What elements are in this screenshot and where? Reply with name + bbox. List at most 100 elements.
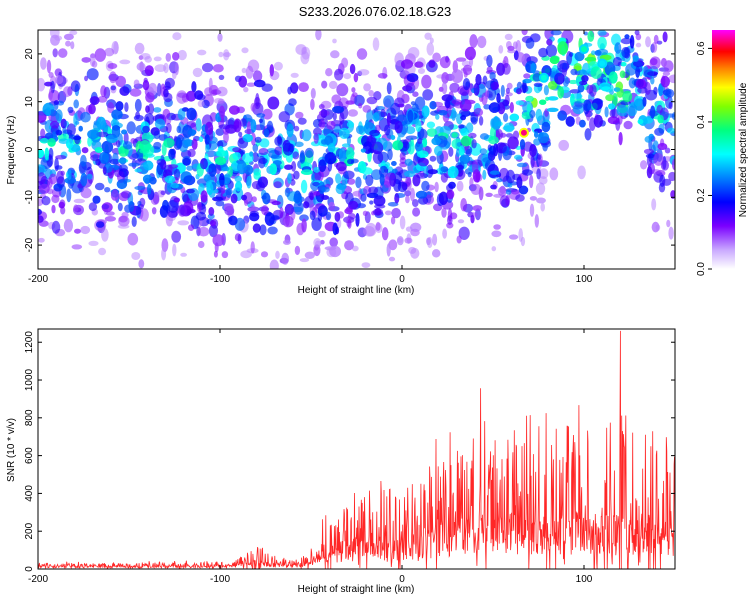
spectrogram-cell [204, 134, 210, 145]
spectrogram-cell [372, 37, 380, 51]
spectrogram-cell [392, 140, 404, 151]
spectrogram-cell [161, 247, 167, 261]
spectrogram-cell [341, 57, 349, 68]
spectrogram-cell [48, 87, 54, 100]
spectrogram-cell [234, 233, 241, 242]
spectrogram-cell [53, 100, 60, 105]
spectrogram-cell [273, 61, 283, 71]
spectrogram-cell [283, 239, 291, 245]
spectrogram-cell [343, 73, 352, 80]
spectrogram-cell [49, 173, 57, 185]
spectrogram-cell [194, 90, 204, 100]
spectrogram-cell [668, 171, 675, 182]
spectrogram-cell [579, 80, 588, 86]
spectrogram-cell [371, 141, 384, 155]
spectrogram-cell [571, 101, 584, 110]
spectrogram-cell [55, 109, 63, 122]
spectrogram-cell [549, 56, 560, 65]
colorbar-label: Normalized spectral amplitude [738, 82, 749, 217]
spectrogram-cell [88, 202, 98, 212]
spectrogram-cell [263, 128, 270, 138]
spectrogram-cell [412, 207, 421, 217]
spectrogram-cell [391, 207, 401, 219]
spectrogram-cell [291, 161, 297, 172]
spectrogram-cell [249, 151, 254, 157]
spectrogram-cell [131, 216, 137, 227]
spectrogram-cell [503, 113, 509, 122]
spectrogram-cell [504, 33, 513, 41]
spectrogram-cell [130, 138, 136, 144]
spectrogram-cell [134, 185, 146, 191]
spectrogram-y-tick-label: 10 [24, 96, 35, 108]
snr-frame [37, 328, 676, 570]
spectrogram-cell [222, 166, 230, 172]
spectrogram-cell [282, 215, 294, 228]
spectrogram-cell [228, 215, 238, 226]
spectrogram-cell [445, 100, 451, 109]
spectrogram-cell [165, 122, 172, 134]
spectrogram-cell [276, 135, 282, 145]
spectrogram-y-label: Frequency (Hz) [6, 116, 17, 185]
spectrogram-cell [661, 178, 672, 186]
spectrogram-cell [67, 106, 74, 114]
spectrogram-cell [458, 124, 465, 129]
spectrogram-cell [225, 124, 237, 134]
spectrogram-cell [451, 107, 457, 121]
spectrogram-cell [404, 190, 412, 197]
spectrogram-cell [391, 161, 397, 166]
snr-y-tick-label: 600 [24, 447, 35, 464]
spectrogram-cell [635, 65, 640, 78]
spectrogram-cell [338, 127, 350, 139]
spectrogram-cell [65, 40, 71, 47]
spectrogram-cell [499, 185, 506, 194]
snr-y-tick-label: 0 [24, 566, 35, 572]
snr-y-tick-label: 200 [24, 522, 35, 539]
spectrogram-cell [163, 137, 175, 148]
spectrogram-cell [234, 175, 242, 183]
spectrogram-cell [405, 135, 418, 140]
spectrogram-x-ticks: -200 -100 0 100 [28, 30, 593, 285]
spectrogram-cell [345, 100, 355, 105]
spectrogram-cell [244, 199, 248, 207]
spectrogram-cell [293, 125, 300, 132]
spectrogram-cell [252, 143, 259, 153]
spectrogram-cell [219, 105, 225, 119]
spectrogram-cell [657, 143, 668, 150]
spectrogram-cell [286, 123, 294, 138]
spectrogram-cell [63, 218, 73, 233]
spectrogram-cell [188, 129, 197, 135]
spectrogram-cell [554, 72, 565, 85]
spectrogram-cell [346, 121, 355, 128]
spectrogram-cell [216, 150, 228, 157]
spectrogram-cell [405, 195, 410, 204]
spectrogram-cell [404, 158, 413, 166]
spectrogram-cell [616, 104, 629, 117]
spectrogram-cell [133, 79, 140, 87]
spectrogram-cell [648, 133, 655, 141]
spectrogram-cell [406, 73, 419, 83]
spectrogram-cell [44, 81, 53, 87]
spectrogram-cell [493, 143, 499, 157]
spectrogram-cell [38, 215, 44, 223]
spectrogram-cell [362, 105, 372, 113]
spectrogram-cell [205, 121, 214, 136]
spectrogram-cell [410, 101, 416, 106]
spectrogram-cell [110, 189, 119, 201]
spectrogram-cell [490, 81, 499, 90]
spectrogram-cell [384, 210, 392, 216]
spectrogram-cell [502, 99, 510, 107]
spectrogram-cell [223, 203, 234, 212]
spectrogram-cell [267, 226, 278, 235]
spectrogram-cell [94, 147, 103, 153]
spectrogram-cell [284, 187, 291, 198]
spectrogram-cell [221, 251, 229, 259]
spectrogram-cell [147, 184, 152, 195]
spectrogram-cell [566, 51, 573, 65]
spectrogram-cell [200, 158, 208, 170]
spectrogram-cell [60, 118, 67, 129]
spectrogram-cell [258, 148, 269, 156]
spectrogram-cell [599, 82, 611, 91]
spectrogram-cell [257, 176, 268, 188]
spectrogram-cell [500, 84, 505, 97]
snr-x-label: Height of straight line (km) [298, 584, 415, 595]
